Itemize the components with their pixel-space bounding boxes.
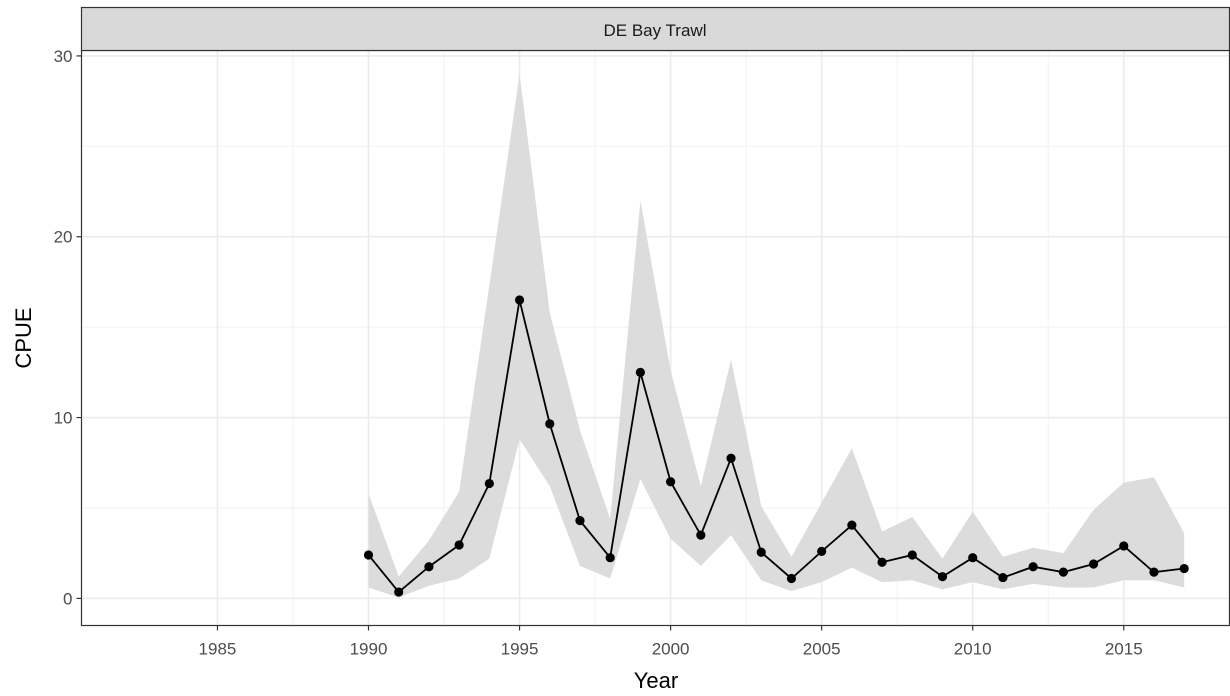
data-point [696, 530, 706, 540]
data-point [605, 553, 615, 563]
data-point [666, 477, 676, 487]
series-line-layer [367, 299, 1185, 594]
x-tick-label: 2000 [652, 640, 690, 659]
data-point [363, 550, 374, 560]
data-point [1179, 563, 1189, 574]
data-point [756, 547, 766, 557]
cpue-line [367, 299, 1185, 594]
y-axis-title: CPUE [11, 307, 36, 368]
y-axis-ticks: 0 10 20 30 [54, 47, 82, 608]
x-tick-label: 2010 [954, 640, 992, 659]
data-point [424, 562, 434, 572]
data-point [1088, 559, 1099, 569]
data-point [1058, 567, 1068, 577]
data-point [877, 557, 887, 567]
data-point [847, 520, 857, 530]
facet-strip-label: DE Bay Trawl [604, 21, 707, 40]
x-tick-label: 1995 [501, 640, 539, 659]
data-point [575, 516, 585, 526]
data-point [726, 453, 736, 463]
x-axis-title: Year [634, 668, 678, 693]
data-point [1028, 562, 1038, 572]
series-points-layer [363, 295, 1189, 597]
y-tick-label: 0 [63, 589, 72, 608]
data-point [968, 553, 978, 563]
data-point [484, 478, 494, 489]
confidence-ribbon [368, 74, 1185, 598]
data-point [394, 587, 404, 597]
data-point [514, 295, 525, 305]
facet-strip: DE Bay Trawl [80, 6, 1230, 52]
data-point [817, 546, 827, 556]
x-tick-label: 1985 [199, 640, 237, 659]
x-tick-label: 2015 [1105, 640, 1143, 659]
data-point [937, 572, 948, 582]
data-point [998, 572, 1008, 583]
x-tick-label: 1990 [350, 640, 388, 659]
data-point [545, 419, 555, 429]
y-tick-label: 30 [54, 47, 73, 66]
y-tick-label: 10 [54, 409, 73, 428]
x-tick-label: 2005 [803, 640, 841, 659]
data-point [635, 367, 645, 377]
data-point [1149, 567, 1159, 577]
data-point [454, 540, 464, 550]
confidence-ribbon-layer [368, 74, 1185, 598]
y-tick-label: 20 [54, 228, 73, 247]
data-point [786, 573, 797, 584]
x-axis-ticks: 1985 1990 1995 2000 2005 2010 2015 [199, 625, 1143, 659]
data-point [1119, 541, 1129, 551]
data-point [907, 550, 917, 560]
